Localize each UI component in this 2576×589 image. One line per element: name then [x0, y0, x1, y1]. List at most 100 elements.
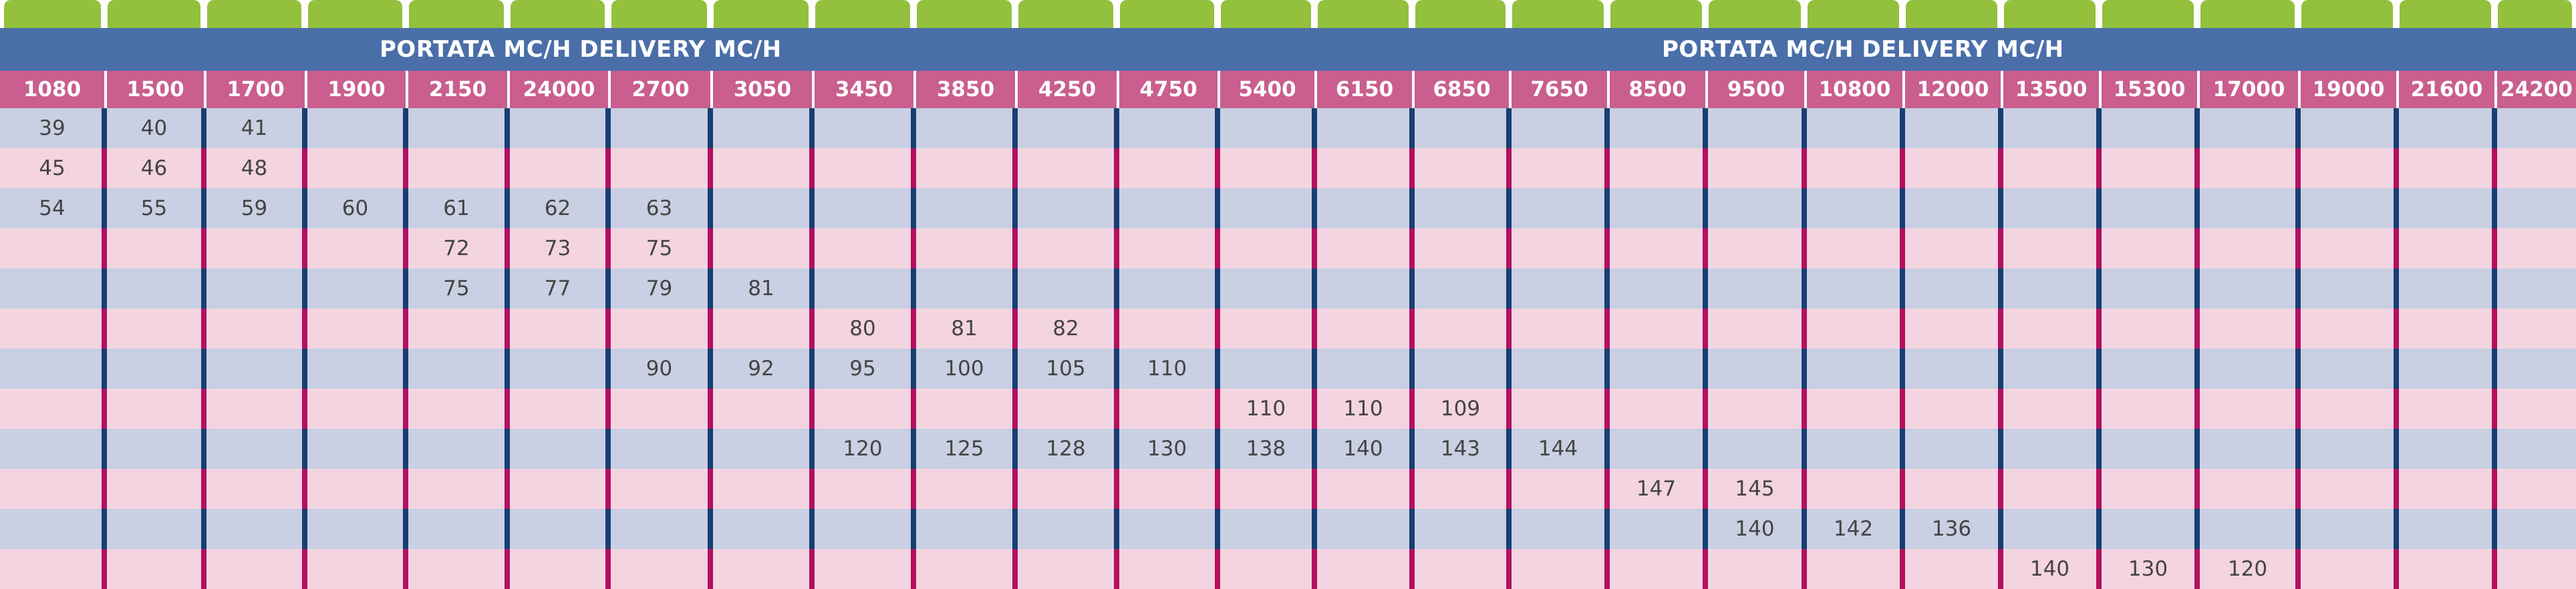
column-divider: [2394, 309, 2399, 349]
column-divider: [605, 268, 611, 309]
column-divider: [1998, 268, 2003, 309]
column-divider: [809, 349, 815, 389]
column-divider: [302, 188, 307, 228]
column-divider: [1900, 349, 1905, 389]
table-row: [0, 309, 2576, 349]
column-divider: [2394, 188, 2399, 228]
column-divider: [2295, 509, 2301, 549]
column-divider: [911, 188, 916, 228]
table-cell: 75: [443, 276, 470, 301]
column-divider: [302, 268, 307, 309]
column-divider: [403, 549, 408, 589]
column-divider: [1215, 429, 1220, 469]
column-divider: [708, 268, 713, 309]
column-tab: [1610, 0, 1702, 28]
column-header: 21600: [2396, 71, 2494, 108]
column-divider: [2492, 509, 2497, 549]
column-tab: [1906, 0, 1997, 28]
table-cell: 120: [2227, 557, 2268, 581]
column-divider: [2295, 389, 2301, 429]
column-divider: [505, 509, 510, 549]
table-cell: 136: [1931, 517, 1972, 541]
column-divider: [1703, 309, 1708, 349]
column-divider: [1114, 469, 1119, 509]
column-divider: [1114, 108, 1119, 148]
column-divider: [605, 509, 611, 549]
column-divider: [1604, 389, 1610, 429]
column-divider: [1604, 309, 1610, 349]
column-divider: [605, 429, 611, 469]
column-divider: [1998, 509, 2003, 549]
table-row: [0, 108, 2576, 148]
column-divider: [1012, 469, 1018, 509]
column-divider: [201, 469, 206, 509]
column-divider: [1114, 549, 1119, 589]
column-divider: [201, 389, 206, 429]
table-cell: 125: [944, 437, 984, 461]
column-divider: [1802, 148, 1807, 188]
column-header: 19000: [2298, 71, 2396, 108]
column-divider: [201, 148, 206, 188]
column-divider: [1409, 389, 1415, 429]
column-tab: [2301, 0, 2393, 28]
column-divider: [403, 108, 408, 148]
column-divider: [2194, 349, 2200, 389]
column-divider: [1409, 429, 1415, 469]
column-divider: [2096, 509, 2102, 549]
column-divider: [911, 268, 916, 309]
table-row: [0, 188, 2576, 228]
column-divider: [102, 389, 107, 429]
column-divider: [809, 509, 815, 549]
column-divider: [809, 309, 815, 349]
column-divider: [302, 349, 307, 389]
table-cell: 40: [140, 116, 168, 140]
column-divider: [2295, 309, 2301, 349]
column-divider: [2394, 469, 2399, 509]
column-divider: [201, 228, 206, 268]
table-row: [0, 349, 2576, 389]
column-divider: [2394, 349, 2399, 389]
table-cell: 130: [1147, 437, 1187, 461]
column-divider: [403, 228, 408, 268]
table-cell: 110: [1147, 357, 1187, 381]
column-divider: [1506, 268, 1512, 309]
column-divider: [102, 268, 107, 309]
column-divider: [1703, 389, 1708, 429]
column-divider: [708, 108, 713, 148]
column-divider: [2194, 389, 2200, 429]
column-divider: [1012, 349, 1018, 389]
table-row: [0, 389, 2576, 429]
column-header: 15300: [2099, 71, 2197, 108]
column-divider: [605, 188, 611, 228]
table-cell: 142: [1833, 517, 1874, 541]
column-divider: [1506, 228, 1512, 268]
table-cell: 79: [646, 276, 673, 301]
column-divider: [2194, 108, 2200, 148]
table-cell: 143: [1440, 437, 1481, 461]
column-divider: [2194, 148, 2200, 188]
column-divider: [2394, 389, 2399, 429]
column-divider: [1900, 549, 1905, 589]
table-cell: 48: [241, 156, 268, 180]
column-divider: [911, 509, 916, 549]
column-divider: [708, 509, 713, 549]
column-divider: [605, 148, 611, 188]
column-divider: [1998, 228, 2003, 268]
column-divider: [1215, 509, 1220, 549]
column-divider: [102, 509, 107, 549]
table-cell: 80: [849, 317, 876, 341]
column-divider: [102, 188, 107, 228]
table-cell: 75: [646, 236, 673, 260]
column-divider: [505, 549, 510, 589]
column-divider: [1604, 188, 1610, 228]
column-tab: [2400, 0, 2491, 28]
column-divider: [302, 549, 307, 589]
column-divider: [1703, 509, 1708, 549]
column-divider: [102, 349, 107, 389]
column-header: 1080: [0, 71, 104, 108]
column-divider: [505, 108, 510, 148]
column-divider: [2096, 549, 2102, 589]
column-header: 6850: [1412, 71, 1509, 108]
table-cell: 45: [39, 156, 65, 180]
table-cell: 54: [39, 196, 65, 220]
